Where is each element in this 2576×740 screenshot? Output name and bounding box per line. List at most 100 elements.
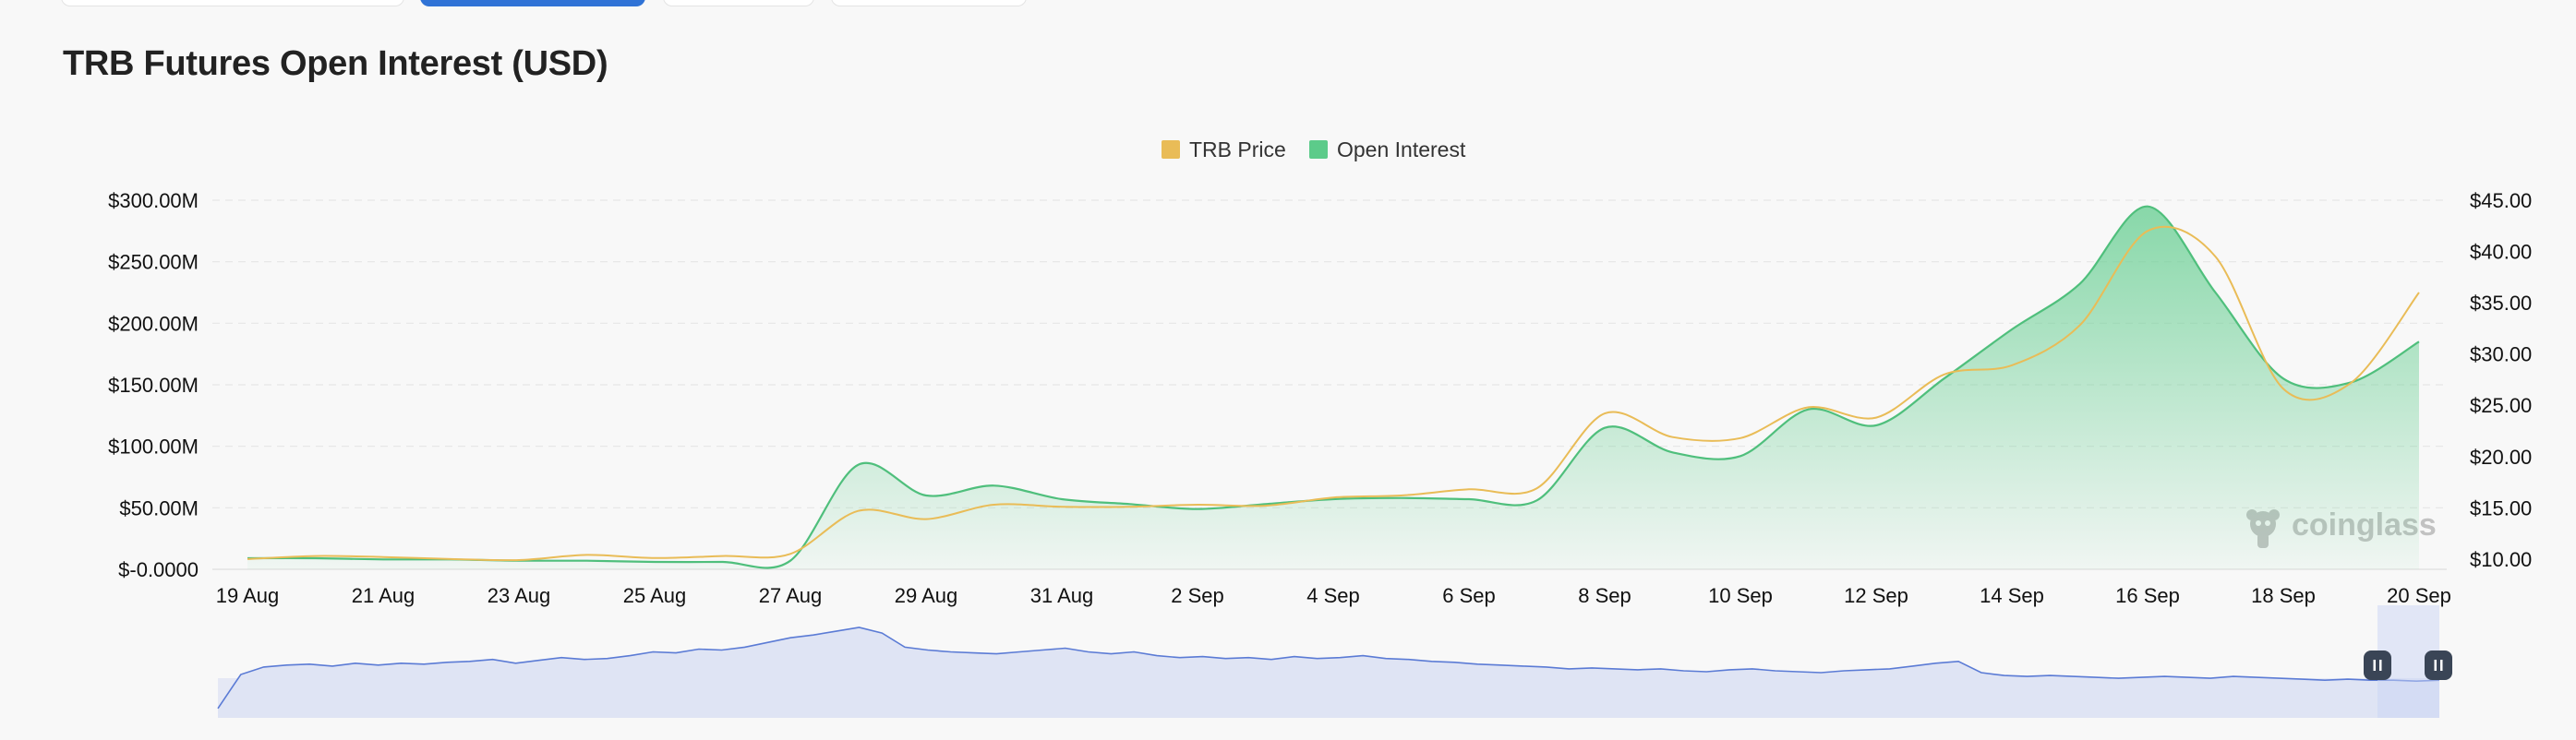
trb-price-point[interactable] <box>1263 503 1269 508</box>
open-interest-point[interactable] <box>992 483 997 488</box>
open-interest-point[interactable] <box>2145 204 2150 209</box>
x-axis: 19 Aug 21 Aug 23 Aug 25 Aug 27 Aug 29 Aug 31 A… <box>216 584 2451 607</box>
trb-price-point[interactable] <box>1127 504 1133 509</box>
y-left-tick-label: $300.00M <box>108 189 199 212</box>
open-interest-point[interactable] <box>2077 281 2083 287</box>
trb-price-point[interactable] <box>2213 254 2219 259</box>
x-tick-label: 21 Aug <box>352 584 415 607</box>
x-tick-label: 10 Sep <box>1708 584 1773 607</box>
y-axis-left: $300.00M $250.00M $200.00M $150.00M $100.00M… <box>108 189 199 581</box>
trb-price-point[interactable] <box>1535 485 1540 491</box>
navigator[interactable] <box>217 605 2452 718</box>
trb-price-point[interactable] <box>1195 502 1200 507</box>
x-tick-label: 20 Sep <box>2387 584 2451 607</box>
trb-price-point[interactable] <box>2077 323 2083 328</box>
open-interest-point[interactable] <box>584 558 590 564</box>
x-tick-label: 27 Aug <box>759 584 823 607</box>
trb-price-line <box>247 225 2420 562</box>
y-right-tick-label: $15.00 <box>2470 496 2532 519</box>
trb-price-point[interactable] <box>1738 436 1743 441</box>
open-interest-point[interactable] <box>1670 449 1676 455</box>
trb-price-point[interactable] <box>992 502 997 507</box>
open-interest-point[interactable] <box>2009 327 2015 332</box>
x-tick-label: 14 Sep <box>1980 584 2044 607</box>
trb-price-point[interactable] <box>449 556 454 562</box>
trb-price-point[interactable] <box>313 554 319 559</box>
legend-swatch-open-interest <box>1309 140 1328 159</box>
top-tab-bar <box>0 0 2576 7</box>
legend-swatch-trb-price <box>1162 140 1180 159</box>
trb-price-point[interactable] <box>1330 495 1336 500</box>
open-interest-point[interactable] <box>1466 496 1472 502</box>
trb-price-point[interactable] <box>1602 411 1607 416</box>
y-left-tick-label: $50.00M <box>119 496 199 519</box>
open-interest-point[interactable] <box>1738 453 1743 459</box>
open-interest-line <box>247 205 2420 569</box>
x-tick-label: 25 Aug <box>623 584 687 607</box>
trb-price-point[interactable] <box>245 556 250 562</box>
navigator-handle-right[interactable] <box>2425 650 2452 680</box>
trb-price-point[interactable] <box>2145 228 2150 233</box>
y-left-tick-label: $100.00M <box>108 436 199 459</box>
x-tick-label: 12 Sep <box>1844 584 1908 607</box>
trb-price-point[interactable] <box>1670 435 1676 440</box>
x-tick-label: 8 Sep <box>1578 584 1631 607</box>
y-right-tick-label: $20.00 <box>2470 446 2532 469</box>
trb-price-point[interactable] <box>1806 404 1812 410</box>
y-right-tick-label: $30.00 <box>2470 343 2532 366</box>
x-tick-label: 18 Sep <box>2251 584 2316 607</box>
y-axis-right: $45.00 $40.00 $35.00 $30.00 $25.00 $20.00 $15.… <box>2470 189 2532 571</box>
trb-price-point[interactable] <box>2416 290 2422 295</box>
navigator-area <box>218 627 2439 718</box>
open-interest-point[interactable] <box>2416 339 2422 344</box>
x-tick-label: 31 Aug <box>1030 584 1094 607</box>
x-tick-label: 19 Aug <box>216 584 280 607</box>
trb-price-point[interactable] <box>2009 363 2015 368</box>
open-interest-point[interactable] <box>1873 423 1879 428</box>
open-interest-point[interactable] <box>720 559 726 565</box>
trb-price-point[interactable] <box>652 555 657 561</box>
trb-price-point[interactable] <box>1466 486 1472 492</box>
open-interest-point[interactable] <box>856 462 861 468</box>
x-tick-label: 29 Aug <box>895 584 958 607</box>
open-interest-point[interactable] <box>1602 425 1607 431</box>
y-right-tick-label: $45.00 <box>2470 189 2532 212</box>
trb-price-point[interactable] <box>2281 386 2286 391</box>
y-right-tick-label: $25.00 <box>2470 394 2532 417</box>
trb-price-point[interactable] <box>720 554 726 559</box>
open-interest-point[interactable] <box>788 558 793 564</box>
x-tick-label: 4 Sep <box>1306 584 1360 607</box>
trb-price-point[interactable] <box>856 508 861 514</box>
legend-item-trb-price[interactable]: TRB Price <box>1162 137 1286 161</box>
trb-price-point[interactable] <box>1873 415 1879 421</box>
trb-price-point[interactable] <box>1059 504 1065 509</box>
y-left-tick-label: $-0.0000 <box>118 558 199 581</box>
trb-price-point[interactable] <box>380 555 386 560</box>
legend: TRB Price Open Interest <box>1162 137 1466 161</box>
trb-price-point[interactable] <box>516 557 522 563</box>
legend-label-open-interest: Open Interest <box>1337 137 1466 161</box>
trb-price-point[interactable] <box>788 551 793 556</box>
navigator-handle-left[interactable] <box>2364 650 2391 680</box>
open-interest-area <box>247 206 2419 569</box>
x-tick-label: 16 Sep <box>2115 584 2180 607</box>
y-right-tick-label: $40.00 <box>2470 241 2532 264</box>
open-interest-point[interactable] <box>1059 496 1065 502</box>
open-interest-point[interactable] <box>2281 376 2286 381</box>
open-interest-point[interactable] <box>2213 290 2219 295</box>
y-left-tick-label: $250.00M <box>108 251 199 274</box>
navigator-line <box>217 627 2440 710</box>
trb-price-point[interactable] <box>1942 372 1947 377</box>
legend-item-open-interest[interactable]: Open Interest <box>1309 137 1466 161</box>
trb-price-point[interactable] <box>584 552 590 557</box>
trb-price-point[interactable] <box>2349 380 2354 386</box>
open-interest-point[interactable] <box>1535 497 1540 503</box>
trb-price-point[interactable] <box>1399 493 1404 498</box>
y-right-tick-label: $10.00 <box>2470 548 2532 571</box>
legend-label-trb-price: TRB Price <box>1189 137 1286 161</box>
y-left-tick-label: $150.00M <box>108 374 199 397</box>
x-tick-label: 23 Aug <box>488 584 551 607</box>
trb-price-point[interactable] <box>923 517 929 522</box>
open-interest-point[interactable] <box>923 493 929 498</box>
